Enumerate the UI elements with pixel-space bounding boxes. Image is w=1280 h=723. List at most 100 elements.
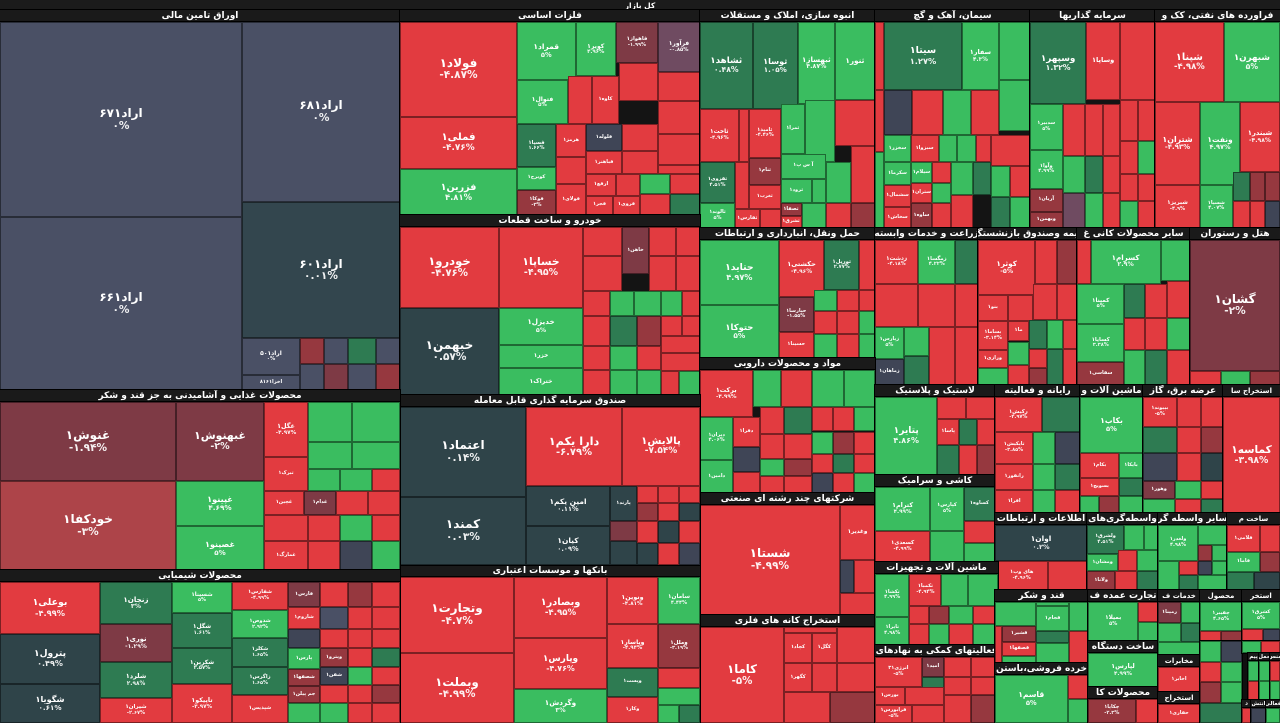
stock-tile[interactable] (812, 431, 833, 454)
stock-tile[interactable] (308, 402, 352, 443)
stock-tile[interactable] (348, 648, 372, 667)
stock-tile[interactable] (1259, 661, 1270, 681)
stock-tile[interactable] (1098, 495, 1120, 513)
stock-tile[interactable] (637, 369, 661, 395)
stock-tile[interactable] (1118, 549, 1137, 572)
stock-tile[interactable] (959, 418, 977, 446)
stock-tile[interactable]: بکاب۱ ۵% (1080, 397, 1143, 453)
stock-tile[interactable] (616, 174, 640, 196)
stock-tile[interactable] (1115, 571, 1137, 590)
stock-tile[interactable]: فملی۱ -۴.۷۶% (400, 116, 517, 169)
stock-tile[interactable] (348, 364, 376, 390)
stock-tile[interactable]: قاسم۱ ۵% (995, 675, 1068, 723)
stock-tile[interactable] (264, 514, 308, 542)
stock-tile[interactable] (1158, 623, 1182, 642)
stock-tile[interactable] (658, 72, 700, 102)
sector-header[interactable]: عرضه برق، گاز (1143, 385, 1223, 397)
stock-tile[interactable] (348, 338, 376, 365)
sector-header[interactable]: فراورده های نفتی، کک و (1155, 10, 1280, 22)
stock-tile[interactable] (1200, 702, 1242, 723)
stock-tile[interactable] (1259, 680, 1270, 700)
stock-tile[interactable] (661, 316, 682, 337)
stock-tile[interactable] (733, 472, 760, 493)
stock-tile[interactable] (372, 666, 400, 685)
stock-tile[interactable] (320, 703, 348, 723)
stock-tile[interactable] (963, 543, 995, 562)
stock-tile[interactable]: شکلر۱ ۱.۶۵% (232, 638, 288, 667)
stock-tile[interactable] (829, 692, 875, 723)
stock-tile[interactable]: کویرح۱ (517, 166, 556, 190)
stock-tile[interactable] (784, 475, 812, 493)
stock-tile[interactable] (854, 560, 875, 593)
stock-tile[interactable] (1266, 708, 1280, 723)
stock-tile[interactable] (1262, 629, 1280, 641)
stock-tile[interactable]: ثغرب۱ (749, 184, 781, 210)
stock-tile[interactable]: زماهان۱ (875, 358, 904, 385)
stock-tile[interactable] (1035, 631, 1070, 644)
stock-tile[interactable] (1221, 641, 1242, 662)
stock-tile[interactable] (1200, 631, 1221, 641)
stock-tile[interactable]: کپارس۱ ۵% (930, 487, 964, 531)
stock-tile[interactable] (1220, 370, 1251, 385)
stock-tile[interactable] (1137, 174, 1155, 202)
stock-tile[interactable] (1085, 104, 1103, 156)
stock-tile[interactable] (583, 369, 610, 395)
sector-header[interactable]: ساخت م (1227, 513, 1280, 525)
stock-tile[interactable]: ثالوند۱ ۵% (700, 203, 735, 228)
sector-header[interactable]: واسطه‌گری‌های (1087, 513, 1158, 525)
stock-tile[interactable]: خدیزل۱ ۵% (499, 307, 583, 345)
stock-tile[interactable] (875, 89, 885, 152)
stock-tile[interactable] (840, 560, 854, 593)
sector-header[interactable]: انتش (1251, 700, 1266, 708)
sector-header[interactable]: سایر محصولات کانی غ (1077, 228, 1190, 240)
stock-tile[interactable] (932, 162, 951, 183)
stock-tile[interactable] (308, 514, 340, 542)
stock-tile[interactable]: ثمرا۱ (780, 104, 805, 154)
stock-tile[interactable] (1124, 350, 1145, 385)
stock-tile[interactable] (801, 203, 826, 228)
stock-tile[interactable] (1251, 708, 1266, 723)
stock-tile[interactable] (1054, 489, 1080, 513)
stock-tile[interactable] (937, 397, 967, 419)
stock-tile[interactable] (610, 316, 637, 347)
stock-tile[interactable] (859, 310, 875, 335)
stock-tile[interactable] (977, 418, 995, 446)
stock-tile[interactable]: زاگرس۱ ۱.۶۵% (232, 666, 288, 695)
stock-tile[interactable] (826, 162, 851, 204)
sector-header[interactable]: فعالی (1266, 700, 1280, 708)
stock-tile[interactable] (826, 203, 851, 228)
stock-tile[interactable]: شکربن۱ ۲.۵۷% (172, 648, 232, 684)
stock-tile[interactable] (649, 227, 676, 256)
stock-tile[interactable]: حپارسا۱ -۱.۵۵% (778, 296, 814, 333)
stock-tile[interactable] (372, 469, 400, 492)
sector-header[interactable]: محصول (1200, 590, 1242, 602)
stock-tile[interactable] (1167, 318, 1190, 351)
stock-tile[interactable] (780, 370, 812, 407)
stock-tile[interactable]: ونفت۱ ۴.۹۷% (1200, 102, 1240, 185)
sector-header[interactable]: د (1242, 700, 1251, 708)
stock-tile[interactable] (372, 703, 400, 723)
stock-tile[interactable] (812, 370, 844, 407)
stock-tile[interactable] (637, 346, 661, 370)
stock-tile[interactable] (970, 676, 998, 696)
sector-header[interactable]: حمل ونقل، انبارداری و ارتباطات (700, 228, 875, 240)
stock-tile[interactable] (970, 695, 998, 723)
stock-tile[interactable] (972, 162, 992, 196)
stock-tile[interactable] (348, 582, 372, 608)
stock-tile[interactable] (1007, 364, 1030, 385)
stock-tile[interactable] (977, 445, 995, 475)
stock-tile[interactable] (1143, 427, 1177, 453)
stock-tile[interactable]: خبهمن۱ ۰.۵۷% (400, 307, 499, 395)
stock-tile[interactable] (583, 255, 622, 291)
stock-tile[interactable] (752, 370, 781, 407)
stock-tile[interactable]: وبهمن۱ (1030, 211, 1063, 228)
sector-header[interactable]: بیمه وصندوق بازنشستگ (978, 228, 1077, 240)
stock-tile[interactable] (833, 406, 854, 432)
sector-header[interactable]: تجارت عمده ف (1088, 590, 1158, 602)
sector-header[interactable]: سایر واسطه گر (1158, 513, 1227, 525)
stock-tile[interactable]: وپست۱ (607, 667, 658, 697)
stock-tile[interactable] (812, 473, 833, 493)
stock-tile[interactable] (1137, 100, 1155, 142)
stock-tile[interactable] (658, 542, 679, 565)
stock-tile[interactable]: قجام۱ (1035, 605, 1070, 632)
